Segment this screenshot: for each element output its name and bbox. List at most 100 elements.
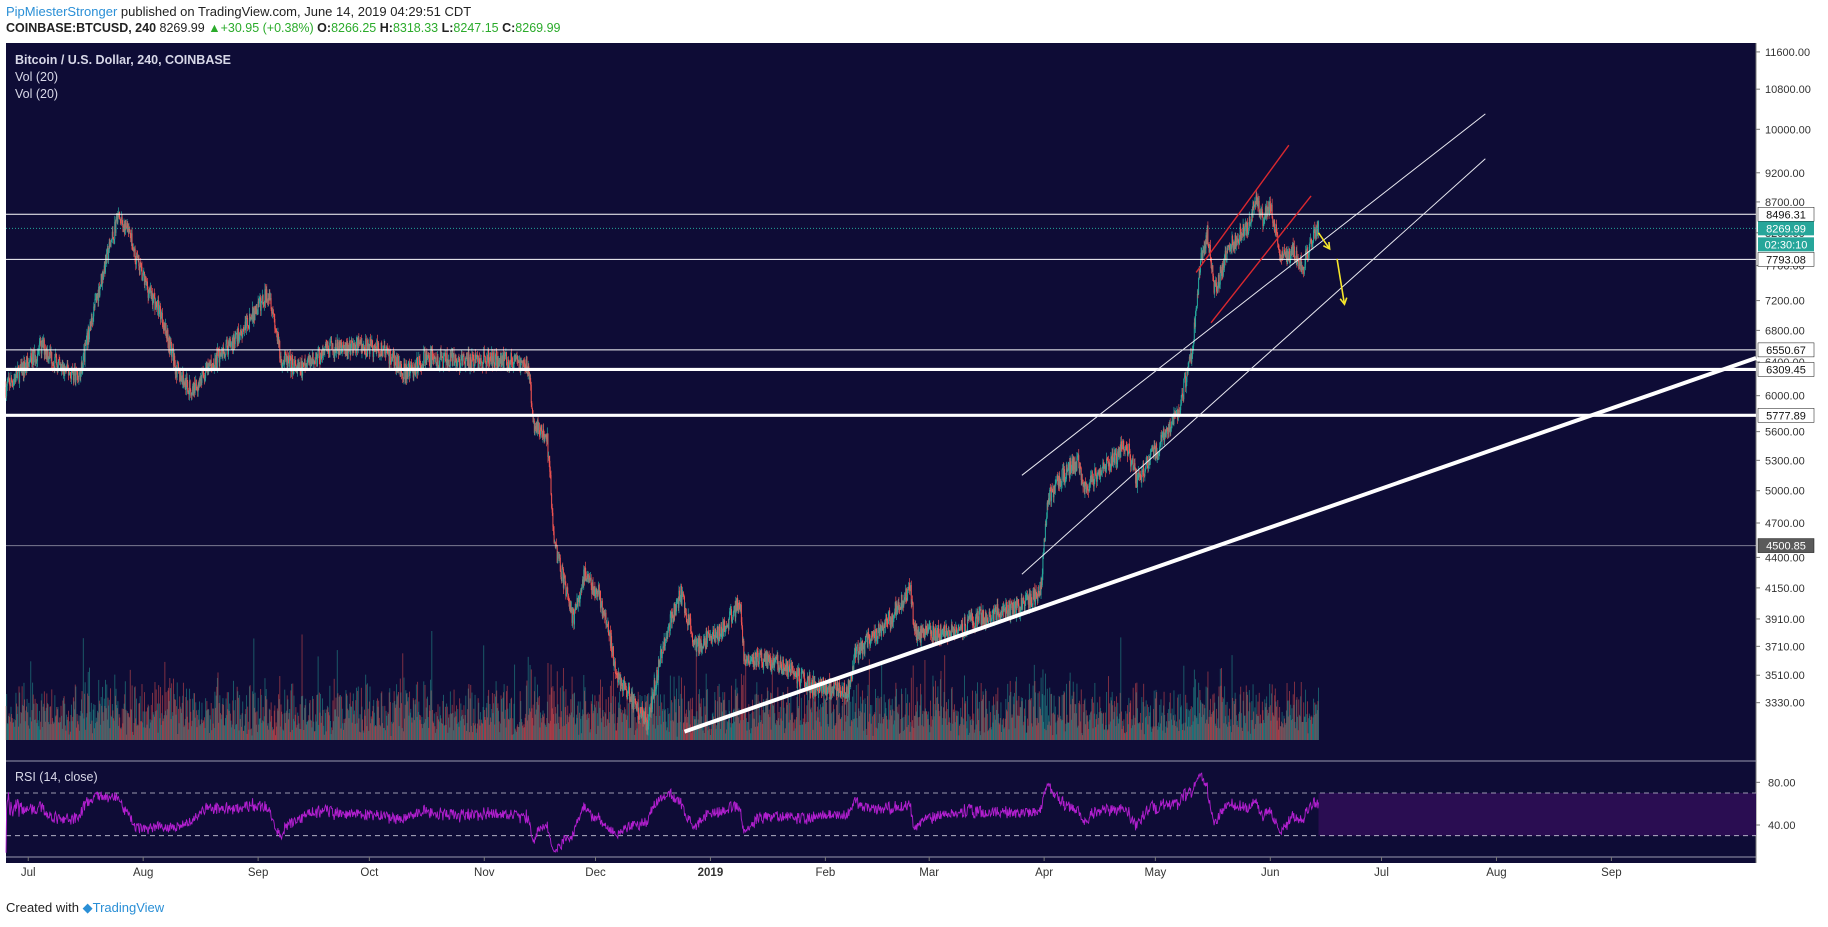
volume-bar: [1285, 722, 1287, 740]
volume-bar: [1008, 729, 1010, 740]
candle-body: [35, 358, 37, 362]
candle-body: [493, 352, 495, 363]
candle-body: [269, 298, 271, 300]
volume-bar: [618, 707, 620, 740]
candle-body: [261, 295, 263, 299]
volume-bar: [90, 702, 92, 740]
candle-body: [378, 351, 380, 356]
volume-bar: [737, 693, 739, 740]
volume-bar: [1041, 715, 1043, 740]
volume-bar: [561, 685, 563, 740]
volume-bar: [1193, 687, 1195, 740]
candle-body: [721, 632, 723, 637]
volume-bar: [1071, 695, 1073, 740]
volume-bar: [1281, 711, 1283, 740]
volume-bar: [1298, 699, 1300, 740]
volume-bar: [784, 733, 786, 740]
volume-bar: [357, 690, 359, 740]
candle-body: [193, 382, 195, 393]
volume-bar: [192, 698, 194, 740]
candle-body: [276, 331, 278, 333]
candle-body: [598, 584, 600, 598]
volume-bar: [751, 712, 753, 740]
volume-bar: [1092, 728, 1094, 740]
candle-body: [545, 434, 547, 438]
volume-bar: [916, 687, 918, 740]
candle-body: [101, 274, 103, 285]
volume-bar: [402, 731, 404, 740]
volume-bar: [137, 724, 139, 740]
candle-body: [723, 620, 725, 632]
candle-body: [342, 344, 344, 346]
candle-body: [763, 659, 765, 669]
volume-bar: [291, 729, 293, 740]
candle-body: [866, 636, 868, 638]
volume-bar: [362, 719, 364, 740]
volume-bar: [443, 725, 445, 740]
volume-bar: [621, 712, 622, 740]
candle-body: [90, 321, 92, 326]
candle-body: [133, 249, 135, 252]
volume-bar: [673, 676, 675, 740]
volume-bar: [1042, 669, 1044, 740]
candle-body: [663, 638, 665, 648]
candle-body: [88, 327, 90, 340]
volume-bar: [138, 703, 140, 740]
volume-bar: [1091, 698, 1093, 740]
volume-bar: [337, 693, 339, 740]
volume-bar: [856, 718, 858, 740]
volume-bar: [959, 725, 960, 740]
candle-body: [520, 362, 522, 372]
candle-body: [603, 613, 605, 615]
volume-bar: [934, 704, 936, 740]
volume-bar: [1195, 716, 1197, 740]
volume-bar: [349, 692, 351, 740]
candle-body: [444, 352, 446, 360]
chart-canvas[interactable]: 11600.0010800.0010000.009200.008700.0082…: [0, 43, 1828, 891]
candle-body: [69, 372, 71, 375]
volume-bar: [899, 732, 901, 740]
volume-bar: [1235, 715, 1237, 740]
volume-bar: [20, 712, 22, 740]
candle-body: [883, 623, 885, 634]
candle-body: [226, 339, 228, 345]
candle-body: [668, 625, 670, 627]
volume-bar: [207, 709, 209, 740]
author-link[interactable]: PipMiesterStronger: [6, 4, 118, 19]
candle-body: [177, 363, 179, 370]
volume-bar: [179, 696, 181, 740]
candle-body: [51, 352, 53, 364]
candle-body: [103, 273, 105, 279]
candle-body: [160, 316, 162, 320]
candle-body: [844, 692, 846, 699]
volume-bar: [305, 698, 307, 740]
candle-body: [389, 350, 391, 362]
candle-body: [420, 364, 422, 369]
volume-bar: [706, 689, 708, 740]
candle-body: [239, 332, 241, 340]
volume-bar: [1296, 697, 1298, 740]
candle-body: [56, 357, 58, 365]
volume-bar: [326, 705, 328, 740]
volume-bar: [186, 716, 188, 740]
volume-bar: [81, 691, 83, 740]
volume-bar: [603, 726, 605, 740]
volume-bar: [40, 700, 42, 740]
candle-body: [423, 350, 425, 352]
volume-bar: [139, 703, 140, 740]
candle-body: [372, 348, 374, 357]
candle-body: [556, 544, 558, 546]
candle-body: [639, 708, 641, 720]
volume-bar: [982, 691, 984, 740]
candle-body: [862, 646, 864, 655]
candle-body: [501, 359, 503, 367]
volume-bar: [915, 704, 917, 740]
candle-body: [546, 437, 548, 442]
volume-bar: [355, 687, 357, 740]
volume-bar: [1024, 715, 1026, 740]
candle-body: [485, 361, 487, 368]
candle-body: [550, 474, 552, 495]
volume-bar: [273, 710, 275, 740]
candle-body: [730, 609, 732, 610]
volume-bar: [1082, 735, 1083, 740]
